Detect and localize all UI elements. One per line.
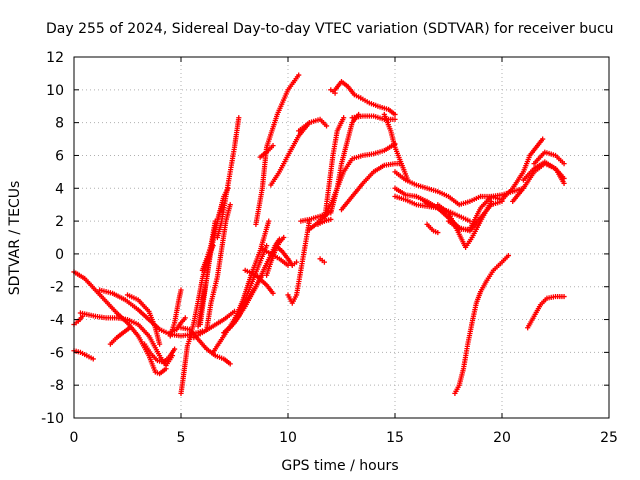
data-point [90, 356, 96, 362]
series-track-47 [392, 193, 473, 224]
series-track-51 [435, 198, 494, 250]
series-track-58 [525, 293, 567, 331]
data-point [540, 136, 546, 142]
data-point [264, 243, 270, 249]
y-tick-label: -6 [50, 345, 64, 361]
y-tick-label: -8 [50, 378, 64, 394]
series-track-30 [268, 120, 312, 188]
x-axis-label: GPS time / hours [281, 458, 398, 474]
series-track-08 [142, 341, 178, 365]
data-point [281, 234, 287, 241]
series-track-23 [231, 218, 272, 323]
x-tick-label: 0 [70, 430, 79, 446]
y-tick-label: -4 [50, 313, 64, 329]
data-point [227, 202, 233, 208]
x-tick-label: 15 [386, 430, 404, 446]
y-tick-label: 12 [46, 50, 64, 66]
series-track-06 [107, 325, 133, 347]
data-point [392, 116, 398, 122]
y-tick-label: 4 [55, 181, 64, 197]
data-point [157, 341, 163, 347]
series-track-43 [349, 113, 398, 122]
series-track-54 [478, 136, 546, 203]
data-point [341, 115, 347, 121]
series-track-28 [253, 72, 302, 227]
data-point [561, 293, 567, 300]
data-marks [71, 72, 567, 396]
x-tick-label: 5 [177, 430, 186, 446]
series-track-10 [167, 287, 184, 339]
data-point [270, 143, 276, 149]
x-tick-label: 20 [493, 430, 511, 446]
series-track-19 [191, 308, 238, 341]
series-track-41 [328, 87, 338, 96]
y-tick-label: 0 [55, 247, 64, 263]
y-tick-label: 6 [55, 148, 64, 164]
data-point [236, 115, 242, 121]
y-axis-label: SDTVAR / TECUs [7, 181, 23, 296]
data-point [392, 111, 398, 118]
data-point [296, 72, 302, 78]
series-track-31 [296, 116, 330, 134]
data-point [328, 216, 334, 223]
y-tick-label: 8 [55, 116, 64, 132]
data-point [227, 361, 233, 367]
y-tick-label: 10 [46, 83, 64, 99]
data-point [266, 218, 272, 224]
data-point [293, 259, 300, 265]
series-track-27 [272, 243, 300, 268]
series-track-07 [124, 292, 163, 347]
chart-title: Day 255 of 2024, Sidereal Day-to-day VTE… [46, 21, 614, 37]
y-tick-label: -10 [41, 411, 64, 427]
data-point [323, 123, 330, 129]
series-track-56 [520, 159, 567, 186]
data-point [270, 290, 276, 296]
series-track-32 [285, 218, 312, 306]
series-track-11 [178, 330, 195, 396]
x-tick-label: 25 [600, 430, 618, 446]
data-point [505, 252, 512, 259]
series-track-53 [452, 252, 512, 396]
series-track-15 [204, 202, 233, 332]
data-point [561, 161, 567, 167]
data-point [321, 259, 327, 265]
series-track-29 [257, 143, 276, 160]
series-track-36 [317, 256, 327, 265]
series-track-25 [259, 246, 291, 268]
data-point [182, 315, 188, 321]
series-track-02 [71, 348, 96, 362]
data-point [332, 90, 338, 96]
data-point [171, 346, 178, 352]
x-tick-label: 10 [279, 430, 297, 446]
series-track-50 [424, 221, 441, 236]
series-track-42 [358, 95, 398, 118]
series-track-04 [77, 310, 176, 369]
series-track-46 [392, 169, 484, 208]
y-tick-label: 2 [55, 214, 64, 230]
data-point [488, 198, 494, 204]
series-track-39 [323, 141, 398, 216]
series-track-26 [264, 234, 287, 278]
series-track-24 [242, 267, 276, 296]
series-track-57 [531, 149, 567, 167]
data-point [561, 180, 567, 186]
series-track-18 [214, 115, 242, 241]
series-track-35 [315, 216, 334, 227]
y-tick-label: -2 [50, 280, 64, 296]
axis-ticks: 0 5 10 15 20 25 -10 -8 -6 -4 -2 0 2 4 6 8 10 12 [41, 50, 618, 446]
series-track-37 [321, 115, 347, 224]
data-point [178, 287, 184, 293]
data-point [127, 325, 133, 331]
plot-frame [73, 56, 610, 419]
data-point [435, 229, 441, 236]
